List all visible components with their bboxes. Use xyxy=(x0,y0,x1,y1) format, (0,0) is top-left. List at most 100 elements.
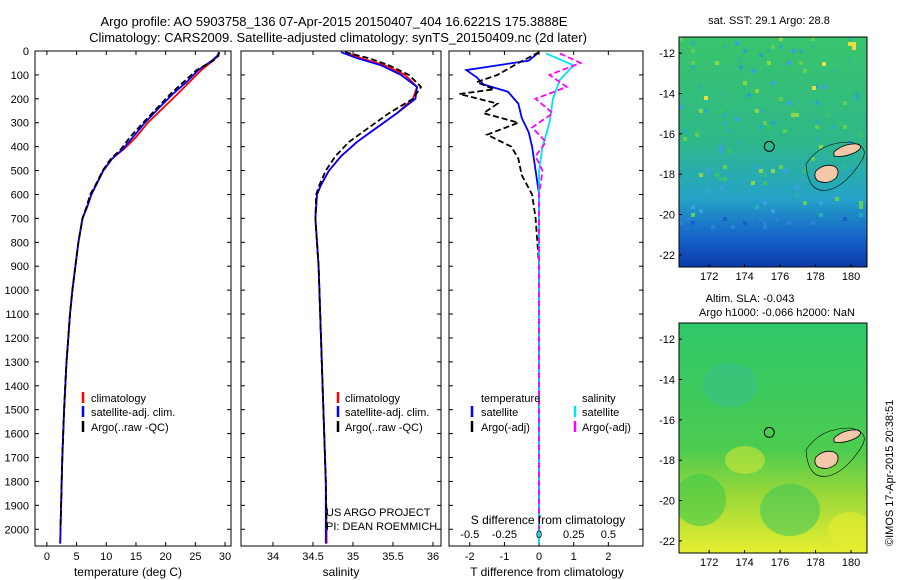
map-lat-label: -16 xyxy=(659,415,675,427)
depth-tick-label: 1400 xyxy=(5,381,29,393)
sst-cell xyxy=(743,221,747,225)
s-diff-tick-label: 0 xyxy=(536,529,542,541)
fiji-island-vanualevu xyxy=(833,429,861,443)
sst-cell xyxy=(767,49,771,53)
s-diff-tick-label: -0.5 xyxy=(460,529,479,541)
sst-cell xyxy=(691,221,695,225)
sst-cell xyxy=(791,109,795,113)
temperature-xlabel: temperature (deg C) xyxy=(74,565,182,579)
map-lat-label: -18 xyxy=(659,169,675,181)
sst-cell xyxy=(815,125,819,129)
legend-label-climatology: climatology xyxy=(345,393,401,405)
sst-cell xyxy=(679,197,683,201)
map-lat-label: -18 xyxy=(659,455,675,467)
sst-cell xyxy=(791,113,795,117)
difference-plot-frame xyxy=(448,50,644,547)
sst-cell xyxy=(815,101,819,105)
sst-cell xyxy=(739,41,743,45)
map-lon-label: 172 xyxy=(700,557,718,569)
sst-cell xyxy=(695,61,699,65)
sst-cell xyxy=(679,181,683,185)
sst-cell xyxy=(727,149,731,153)
sst-cell xyxy=(687,217,691,221)
sst-cell xyxy=(759,109,763,113)
credit-pi: PI: DEAN ROEMMICH xyxy=(326,521,437,533)
sst-cell xyxy=(735,117,739,121)
depth-tick-label: 1000 xyxy=(5,285,29,297)
depth-tick-label: 1500 xyxy=(5,405,29,417)
sst-cell xyxy=(847,141,851,145)
sst-cell xyxy=(819,157,823,161)
sst-cell xyxy=(679,105,683,109)
sst-cell xyxy=(799,49,803,53)
sla-map-title-line2: Argo h1000: -0.066 h2000: NaN xyxy=(699,307,855,319)
sst-cell xyxy=(795,193,799,197)
legend-label-argo: Argo(..raw -QC) xyxy=(91,422,169,434)
map-lon-label: 176 xyxy=(771,557,789,569)
sst-cell xyxy=(791,49,795,53)
temperature-plot-frame xyxy=(34,50,232,547)
sst-cell xyxy=(731,225,735,229)
depth-tick-label: 800 xyxy=(11,237,29,249)
sst-cell xyxy=(743,49,747,53)
x-tick-label: 35.5 xyxy=(382,551,403,563)
legend-title-temperature: temperature xyxy=(481,393,540,405)
sst-cell xyxy=(755,109,759,113)
sst-cell xyxy=(719,177,723,181)
sst-cell xyxy=(691,65,695,69)
fiji-island-vanualevu xyxy=(833,143,861,157)
sst-cell xyxy=(711,225,715,229)
fiji-island-vitilevu xyxy=(814,164,839,183)
sst-cell xyxy=(723,165,727,169)
sst-cell xyxy=(771,209,775,213)
sst-cell xyxy=(822,62,826,66)
sst-cell xyxy=(811,221,815,225)
sst-cell xyxy=(843,217,847,221)
map-lat-label: -16 xyxy=(659,129,675,141)
depth-tick-label: 900 xyxy=(11,261,29,273)
sst-cell xyxy=(843,165,847,169)
map-lat-label: -22 xyxy=(659,250,675,262)
sst-cell xyxy=(739,57,743,61)
sst-cell xyxy=(763,201,767,205)
sst-cell xyxy=(707,169,711,173)
x-tick-label: 15 xyxy=(130,551,142,563)
sst-cell xyxy=(847,137,851,141)
sst-cell xyxy=(719,145,723,149)
sst-cell xyxy=(803,69,807,73)
salinity-legend: climatology satellite-adj. clim. Argo(..… xyxy=(336,392,429,434)
depth-tick-label: 1100 xyxy=(5,309,29,321)
legend-label-t-satellite: satellite xyxy=(481,407,518,419)
sst-cell xyxy=(803,201,807,205)
sst-cell xyxy=(699,129,703,133)
x-tick-label: 20 xyxy=(160,551,172,563)
sst-cell xyxy=(763,221,767,225)
map-lon-label: 174 xyxy=(735,557,753,569)
sst-cell xyxy=(735,41,739,45)
x-tick-label: 34.5 xyxy=(302,551,323,563)
depth-axis-ticks: 0 100 200 300 400 500 600 700 800 900 1000 1100 1200… xyxy=(5,46,231,536)
sst-cell xyxy=(835,69,839,73)
sst-cell xyxy=(703,65,707,69)
sst-cell xyxy=(695,113,699,117)
sst-cell xyxy=(727,129,731,133)
sst-pixel-cells xyxy=(679,37,863,229)
sst-cell xyxy=(763,181,767,185)
sst-cell xyxy=(715,173,719,177)
sst-cell xyxy=(811,37,815,41)
x-tick-label: 35 xyxy=(347,551,359,563)
salinity-xlabel: salinity xyxy=(323,565,360,579)
sst-cell xyxy=(739,141,743,145)
sla-eddy xyxy=(702,363,758,407)
sst-cell xyxy=(683,129,687,133)
depth-tick-label: 1600 xyxy=(5,429,29,441)
legend-label-satellite: satellite-adj. clim. xyxy=(91,407,175,419)
sst-cell xyxy=(755,205,759,209)
sst-cell xyxy=(779,45,783,49)
legend-label-climatology: climatology xyxy=(91,393,147,405)
depth-tick-label: 1700 xyxy=(5,453,29,465)
sst-cell xyxy=(839,121,843,125)
sst-cell xyxy=(848,42,852,46)
sst-cell xyxy=(691,41,695,45)
